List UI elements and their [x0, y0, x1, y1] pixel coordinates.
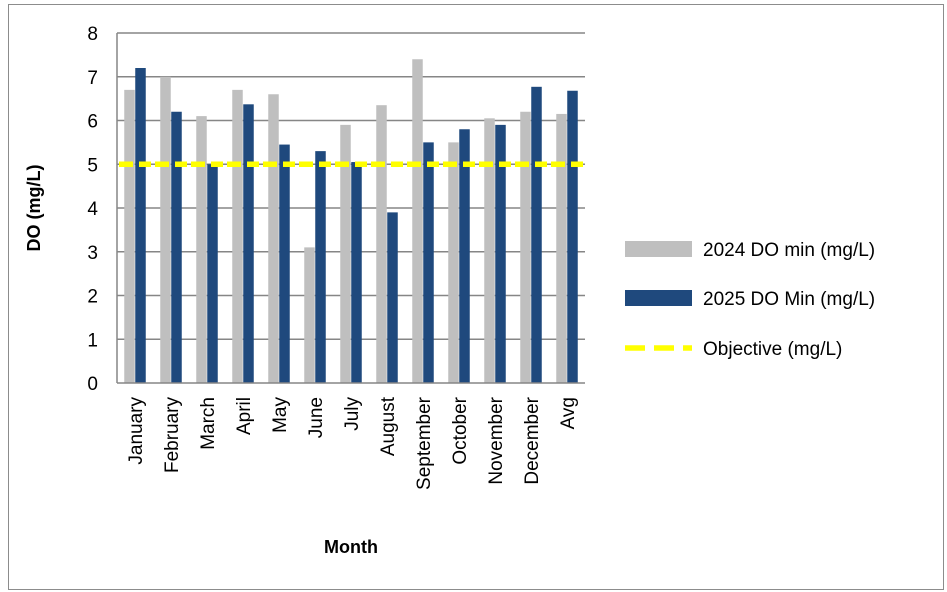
x-axis-title: Month	[324, 537, 378, 557]
x-tick-label: July	[342, 397, 363, 431]
y-tick-label: 6	[87, 112, 98, 133]
gridlines	[117, 32, 585, 340]
bar-series-0-january	[124, 89, 135, 383]
bar-series-0-june	[304, 247, 315, 383]
y-tick-label: 2	[87, 287, 98, 308]
legend-label-0: 2024 DO min (mg/L)	[703, 240, 875, 261]
bar-series-0-may	[268, 94, 279, 383]
bar-series-0-march	[196, 116, 207, 383]
legend-label-1: 2025 DO Min (mg/L)	[703, 289, 875, 310]
bar-series-0-july	[340, 124, 351, 383]
x-tick-label: August	[378, 396, 399, 456]
bar-series-1-october	[459, 129, 470, 383]
bar-series-0-september	[412, 59, 423, 383]
legend: 2024 DO min (mg/L) 2025 DO Min (mg/L) Obje…	[625, 240, 875, 360]
bar-series-0-december	[520, 111, 531, 383]
bar-series-1-september	[423, 142, 434, 383]
bar-series-0-october	[448, 142, 459, 383]
x-tick-label: January	[126, 397, 147, 465]
y-tick-label: 8	[87, 24, 98, 45]
x-tick-label: September	[414, 396, 435, 490]
bar-series-1-may	[279, 144, 290, 383]
x-tick-label: June	[306, 397, 327, 438]
bar-series-1-march	[207, 164, 218, 383]
x-tick-label: March	[198, 397, 219, 450]
x-tick-label: April	[234, 397, 255, 435]
y-tick-label: 7	[87, 68, 98, 89]
bar-series-1-avg	[567, 90, 578, 383]
x-tick-label: February	[162, 397, 183, 474]
bar-series-0-april	[232, 89, 243, 383]
x-tick-label: November	[486, 396, 507, 484]
y-tick-label: 5	[87, 155, 98, 176]
bar-series-0-february	[160, 76, 171, 383]
y-tick-label: 3	[87, 243, 98, 264]
x-tick-label: December	[522, 396, 543, 484]
bars	[124, 59, 578, 383]
y-tick-label: 0	[87, 374, 98, 395]
bar-series-1-february	[171, 111, 182, 383]
x-tick-label: October	[450, 396, 471, 464]
bar-series-1-november	[495, 124, 506, 383]
bar-series-1-december	[531, 86, 542, 383]
y-axis-title: DO (mg/L)	[24, 165, 44, 252]
x-tick-labels: January February March April May June July Augu…	[126, 396, 579, 490]
y-tick-label: 1	[87, 330, 98, 351]
bar-series-1-july	[351, 162, 362, 383]
y-tick-labels: 0 1 2 3 4 5 6 7 8	[87, 24, 98, 395]
bar-series-0-avg	[556, 113, 567, 383]
bar-series-0-august	[376, 105, 387, 383]
axes	[116, 33, 585, 384]
legend-swatch-1	[625, 290, 692, 306]
bar-series-1-june	[315, 151, 326, 383]
x-tick-label: May	[270, 397, 291, 433]
bar-series-1-august	[387, 212, 398, 383]
x-tick-label: Avg	[558, 397, 579, 429]
y-tick-label: 4	[87, 199, 98, 220]
bar-series-0-november	[484, 118, 495, 383]
legend-label-2: Objective (mg/L)	[703, 339, 842, 360]
legend-swatch-0	[625, 241, 692, 257]
bar-series-1-january	[135, 68, 146, 383]
bar-series-1-april	[243, 104, 254, 383]
